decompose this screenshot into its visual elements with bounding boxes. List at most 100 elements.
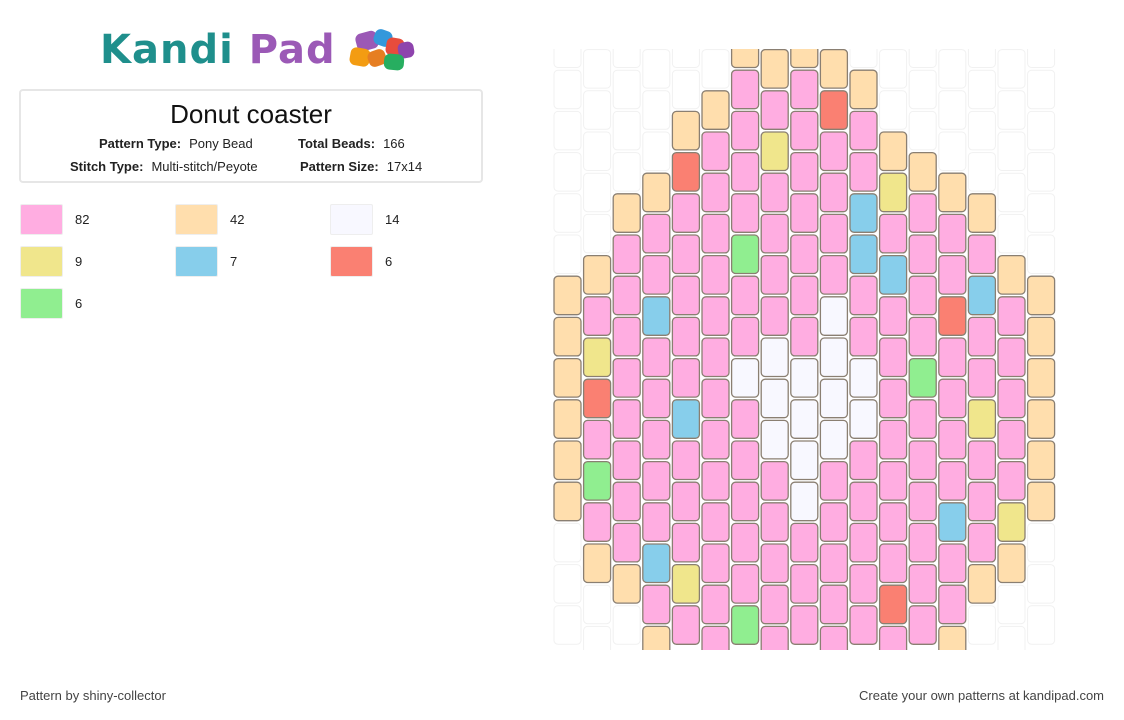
bead <box>819 419 849 460</box>
bead <box>701 213 730 254</box>
kandipad-logo[interactable]: Kandi Pad <box>100 24 416 76</box>
bead <box>790 440 819 481</box>
empty-bead-cell <box>612 110 641 151</box>
empty-bead-cell <box>553 193 582 233</box>
bead <box>878 254 908 295</box>
bead <box>819 213 849 254</box>
bead <box>671 234 701 275</box>
total-beads-row: Total Beads: 166 <box>298 136 405 151</box>
bead <box>938 502 967 542</box>
empty-bead-cell <box>967 69 996 110</box>
bead <box>967 275 997 316</box>
bead-pattern-grid <box>553 49 1056 650</box>
pattern-credit: Pattern by shiny-collector <box>20 688 166 703</box>
bead <box>582 337 612 378</box>
bead <box>790 69 819 110</box>
bead <box>553 399 582 439</box>
bead <box>908 399 937 439</box>
bead <box>908 605 937 645</box>
bead <box>790 193 819 233</box>
bead <box>701 131 730 172</box>
bead <box>671 316 701 357</box>
bead <box>671 563 701 604</box>
bead <box>760 172 789 213</box>
bead <box>849 399 878 439</box>
empty-bead-cell <box>1027 193 1056 233</box>
logo-wordmark: Kandi Pad <box>100 27 336 73</box>
bead <box>849 563 878 604</box>
bead <box>612 563 641 604</box>
bead <box>908 563 937 604</box>
empty-bead-cell <box>849 49 878 68</box>
bead <box>997 296 1026 336</box>
legend-item: 82 <box>20 203 89 235</box>
bead <box>760 296 789 336</box>
bead <box>819 296 849 336</box>
empty-bead-cell <box>612 605 641 645</box>
pattern-title: Donut coaster <box>170 99 332 129</box>
bead <box>878 296 908 336</box>
empty-bead-cell <box>1027 564 1056 604</box>
empty-bead-cell <box>1027 522 1056 563</box>
bead <box>701 378 730 419</box>
bead <box>878 625 908 650</box>
bead <box>730 605 760 645</box>
bead <box>878 460 908 501</box>
stitch-type-value: Multi-stitch/Peyote <box>151 159 258 174</box>
bead <box>701 584 730 625</box>
bead <box>908 316 937 357</box>
bead <box>938 543 967 584</box>
bead <box>790 275 819 316</box>
bead <box>849 151 878 192</box>
empty-bead-cell <box>642 131 671 171</box>
bead <box>760 543 789 584</box>
pattern-size-value: 17x14 <box>386 159 423 174</box>
bead <box>760 625 789 650</box>
legend-item: 14 <box>330 203 399 235</box>
bead <box>730 234 760 275</box>
bead <box>553 440 582 481</box>
total-beads-label: Total Beads: <box>298 136 376 151</box>
bead <box>849 605 878 645</box>
empty-bead-cell <box>879 49 908 89</box>
bead <box>878 584 908 625</box>
bead <box>671 481 701 522</box>
bead <box>938 337 967 378</box>
bead <box>908 440 937 481</box>
empty-bead-cell <box>908 110 937 151</box>
empty-bead-cell <box>997 213 1026 254</box>
bead <box>642 502 671 542</box>
bead <box>701 460 730 501</box>
bead <box>730 110 760 151</box>
bead <box>760 254 789 295</box>
create-patterns-link[interactable]: Create your own patterns at kandipad.com <box>859 688 1104 703</box>
bead <box>878 131 908 172</box>
bead <box>612 522 641 563</box>
bead <box>997 378 1026 419</box>
bead <box>849 193 878 233</box>
bead <box>1026 316 1056 357</box>
empty-bead-cell <box>642 90 671 130</box>
bead <box>790 605 819 645</box>
empty-bead-cell <box>997 625 1026 650</box>
bead <box>582 543 612 584</box>
bead <box>701 625 730 650</box>
empty-bead-cell <box>553 522 582 563</box>
bead <box>878 419 908 460</box>
bead <box>849 357 878 398</box>
bead <box>1026 440 1056 481</box>
bead <box>760 419 789 460</box>
empty-bead-cell <box>553 564 582 604</box>
bead <box>819 543 849 584</box>
bead <box>730 193 760 233</box>
legend-item: 6 <box>20 287 82 319</box>
bead <box>642 378 671 419</box>
bead <box>819 584 849 625</box>
legend-count: 82 <box>75 211 90 227</box>
bead <box>642 625 671 650</box>
bead <box>938 172 967 213</box>
bead <box>1026 275 1056 316</box>
bead <box>642 460 671 501</box>
legend-item: 42 <box>175 203 244 235</box>
bead <box>701 90 730 130</box>
